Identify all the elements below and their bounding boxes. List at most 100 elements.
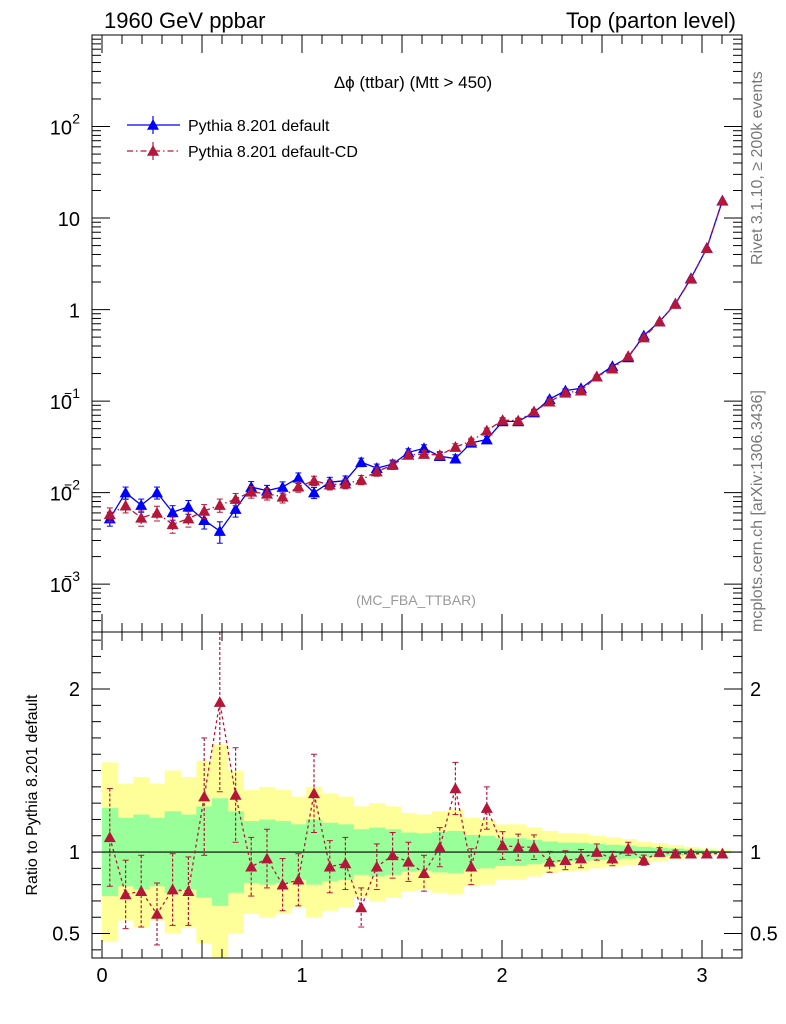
ratio-point (418, 867, 430, 879)
ratio-point (543, 855, 556, 867)
ratio-plot-area (92, 631, 742, 958)
x-axis: 0 1 2 3 (96, 35, 723, 987)
data-point (480, 424, 493, 436)
ratio-line (109, 701, 723, 916)
data-point (276, 490, 289, 502)
x-tick-label: 3 (696, 965, 707, 987)
ratio-point (135, 885, 148, 896)
data-point (653, 315, 666, 327)
ratio-point (559, 854, 572, 865)
ratio-point (198, 790, 211, 802)
ratio-point (308, 787, 320, 799)
data-point (166, 506, 179, 518)
ratio-frame (91, 631, 743, 959)
x-tick-label: 1 (296, 965, 307, 987)
data-point (245, 485, 258, 497)
data-point (308, 486, 320, 498)
data-point (103, 508, 116, 520)
ratio-point (465, 860, 478, 872)
data-point (512, 414, 525, 426)
ratio-point (637, 854, 650, 865)
ratio-point (213, 696, 226, 707)
data-point (685, 272, 697, 284)
ratio-point (151, 907, 163, 919)
y-tick-exponent: −2 (64, 477, 80, 493)
header-right: Top (parton level) (566, 8, 736, 33)
y-tick-exponent: −3 (64, 568, 80, 584)
ratio-panel: 0.5 0.5 1 1 2 2 0 1 2 3 Ratio to Pythia 8.201 de… (24, 35, 778, 987)
data-point (449, 441, 462, 452)
mcplots-label: mcplots.cern.ch [arXiv:1306.3436] (749, 390, 766, 632)
data-point (637, 331, 650, 343)
data-point (449, 452, 462, 464)
data-point (308, 474, 320, 486)
ratio-y-tick-label-right: 0.5 (750, 924, 778, 946)
data-point (135, 499, 148, 510)
legend-marker (147, 145, 159, 156)
ratio-point (182, 885, 195, 896)
data-point (402, 448, 415, 460)
series-0 (103, 194, 729, 544)
series-1 (103, 194, 729, 534)
legend-label: Pythia 8.201 default-CD (188, 144, 358, 161)
y-tick-label: 10 (50, 575, 72, 597)
legend-marker (147, 119, 159, 130)
ratio-point (166, 883, 179, 895)
ratio-point (669, 847, 682, 859)
ratio-point (433, 841, 446, 852)
data-point (370, 465, 383, 477)
rivet-label: Rivet 3.1.10, ≥ 200k events (749, 71, 766, 265)
ratio-y-tick-label-right: 1 (750, 842, 761, 864)
ratio-point (402, 855, 415, 867)
data-point (433, 449, 446, 460)
ratio-point (449, 782, 462, 794)
watermark: (MC_FBA_TTBAR) (356, 592, 476, 608)
ratio-point (323, 860, 336, 872)
data-point (229, 503, 242, 514)
ratio-point (386, 849, 399, 861)
y-tick-label: 1 (69, 301, 80, 323)
ratio-point (496, 839, 509, 851)
ratio-point (716, 847, 729, 859)
y-tick-label: 10 (58, 209, 80, 231)
ratio-point (622, 842, 635, 854)
ratio-point (653, 846, 666, 857)
data-point (292, 480, 305, 492)
legend: Pythia 8.201 default Pythia 8.201 default… (127, 116, 358, 161)
data-point (151, 506, 163, 518)
ratio-point (276, 878, 289, 890)
data-point (700, 242, 713, 254)
header-left: 1960 GeV ppbar (104, 8, 265, 33)
y-tick-exponent: −1 (64, 385, 80, 401)
data-point (198, 504, 211, 516)
ratio-y-tick-label-right: 2 (750, 679, 761, 701)
data-point (622, 350, 635, 361)
data-point (355, 456, 368, 467)
x-tick-label: 2 (496, 965, 507, 987)
ratio-y-tick-label: 1 (69, 842, 80, 864)
ratio-point (575, 852, 587, 864)
data-point (166, 518, 179, 530)
data-point (496, 414, 509, 425)
ratio-y-label: Ratio to Pythia 8.201 default (24, 694, 41, 896)
data-point (182, 500, 195, 512)
data-point (465, 435, 478, 446)
data-point (543, 395, 556, 407)
ratio-point (292, 873, 305, 885)
data-point (590, 370, 603, 382)
data-point (292, 471, 305, 483)
ratio-point (245, 860, 258, 872)
ratio-point (229, 789, 242, 800)
y-tick-label: 10 (50, 484, 72, 506)
ratio-point (370, 860, 383, 872)
plot-title: Δϕ (ttbar) (Mtt > 450) (334, 73, 492, 92)
x-tick-label: 0 (96, 965, 107, 987)
ratio-y-tick-label: 0.5 (52, 924, 80, 946)
data-point (418, 448, 430, 459)
data-point (198, 514, 211, 525)
ratio-point (339, 857, 352, 869)
data-point (213, 525, 226, 536)
data-point (261, 487, 273, 499)
